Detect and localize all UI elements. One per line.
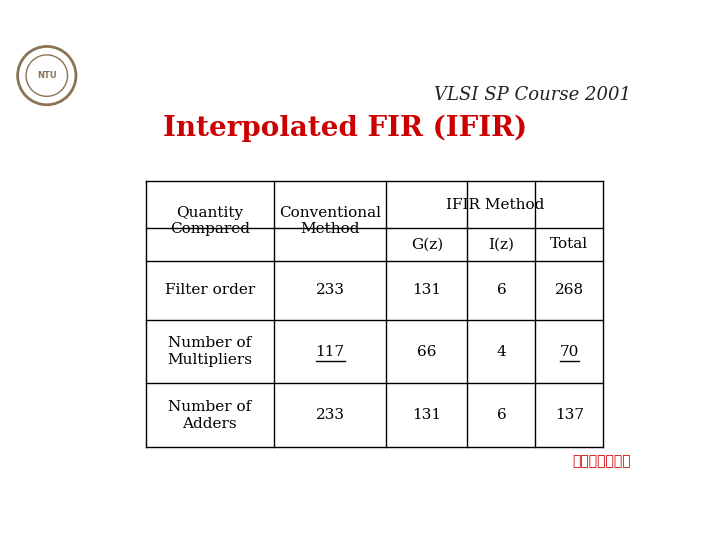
Text: Filter order: Filter order (165, 284, 255, 298)
Text: 4: 4 (497, 345, 506, 359)
Text: Quantity
Compared: Quantity Compared (170, 206, 250, 236)
Text: 233: 233 (315, 284, 345, 298)
Text: NTU: NTU (37, 71, 57, 80)
Text: 台大電機系安字: 台大電機系安字 (572, 454, 631, 468)
Text: 268: 268 (555, 284, 584, 298)
Text: G(z): G(z) (410, 238, 443, 252)
Text: 131: 131 (413, 284, 441, 298)
Text: VLSI SP Course 2001: VLSI SP Course 2001 (434, 85, 631, 104)
Text: 233: 233 (315, 408, 345, 422)
Text: 137: 137 (555, 408, 584, 422)
Text: 66: 66 (417, 345, 436, 359)
Text: 6: 6 (497, 284, 506, 298)
Text: 117: 117 (315, 345, 345, 359)
Text: Total: Total (550, 238, 588, 252)
Text: 6: 6 (497, 408, 506, 422)
Text: 70: 70 (559, 345, 579, 359)
Text: Number of
Adders: Number of Adders (168, 400, 251, 430)
Text: IFIR Method: IFIR Method (446, 198, 544, 212)
Text: Number of
Multipliers: Number of Multipliers (167, 336, 252, 367)
Text: 131: 131 (413, 408, 441, 422)
Text: Interpolated FIR (IFIR): Interpolated FIR (IFIR) (163, 114, 526, 142)
Text: I(z): I(z) (488, 238, 514, 252)
Text: Conventional
Method: Conventional Method (279, 206, 381, 236)
